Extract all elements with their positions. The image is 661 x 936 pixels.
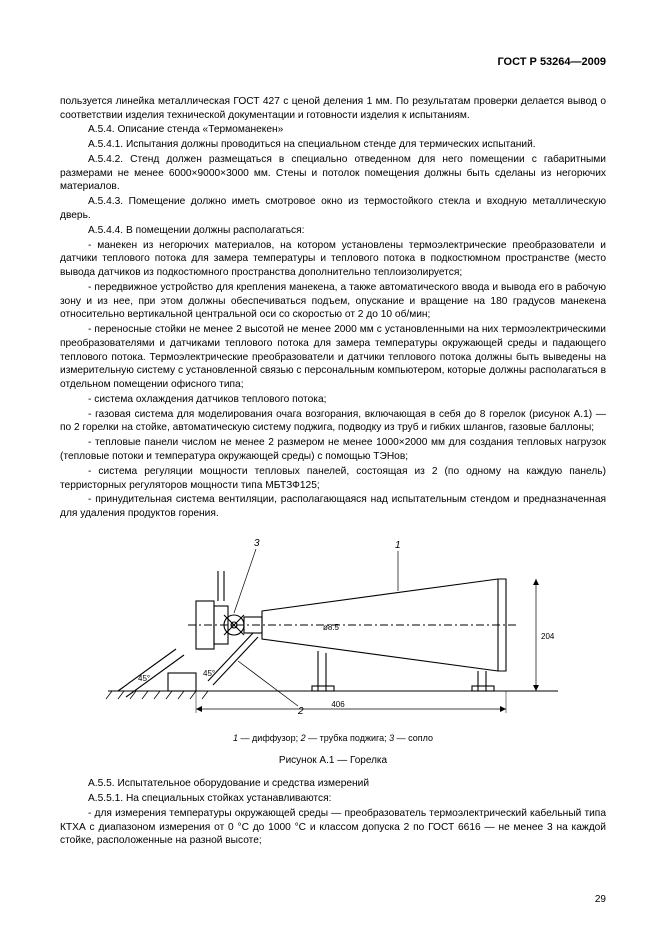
body-text: А.5.4.3. Помещение должно иметь смотрово… <box>60 195 606 223</box>
body-text: - система регуляции мощности тепловых па… <box>60 465 606 493</box>
page: ГОСТ Р 53264—2009 пользуется линейка мет… <box>0 0 661 936</box>
figure-label-2: 2 <box>297 706 304 717</box>
page-number: 29 <box>595 893 606 907</box>
body-text: А.5.4.1. Испытания должны проводиться на… <box>60 138 606 152</box>
body-text: А.5.4.2. Стенд должен размещаться в спец… <box>60 153 606 194</box>
figure-dim: 406 <box>331 700 345 709</box>
figure-title: Рисунок А.1 — Горелка <box>60 754 606 768</box>
body-text: - система охлаждения датчиков теплового … <box>60 393 606 407</box>
body-text: А.5.5. Испытательное оборудование и сред… <box>60 777 606 791</box>
body-text: пользуется линейка металлическая ГОСТ 42… <box>60 95 606 123</box>
body-text: А.5.5.1. На специальных стойках устанавл… <box>60 792 606 806</box>
body-text: - манекен из негорючих материалов, на ко… <box>60 239 606 280</box>
burner-diagram: 1 2 3 ø8.5 45° 45° 406 204 <box>98 531 568 721</box>
figure-dim: 204 <box>541 632 555 641</box>
figure-burner: 1 2 3 ø8.5 45° 45° 406 204 1 — диффузор;… <box>60 531 606 767</box>
body-text: А.5.4. Описание стенда «Термоманекен» <box>60 123 606 137</box>
caption-text: — трубка поджига; <box>306 733 390 743</box>
figure-dim: ø8.5 <box>323 623 340 632</box>
caption-text: — сопло <box>394 733 433 743</box>
body-text: - переносные стойки не менее 2 высотой н… <box>60 323 606 392</box>
body-text: - для измерения температуры окружающей с… <box>60 807 606 848</box>
body-text: - передвижное устройство для крепления м… <box>60 281 606 322</box>
figure-dim: 45° <box>203 669 215 678</box>
figure-caption: 1 — диффузор; 2 — трубка поджига; 3 — со… <box>60 732 606 744</box>
figure-dim: 45° <box>138 674 150 683</box>
figure-label-1: 1 <box>395 540 401 551</box>
body-text: - тепловые панели числом не менее 2 разм… <box>60 436 606 464</box>
figure-label-3: 3 <box>254 538 260 549</box>
body-text: А.5.4.4. В помещении должны располагатьс… <box>60 224 606 238</box>
body-text: - газовая система для моделирования очаг… <box>60 408 606 436</box>
caption-text: — диффузор; <box>238 733 301 743</box>
standard-header: ГОСТ Р 53264—2009 <box>60 55 606 70</box>
body-text: - принудительная система вентиляции, рас… <box>60 493 606 521</box>
